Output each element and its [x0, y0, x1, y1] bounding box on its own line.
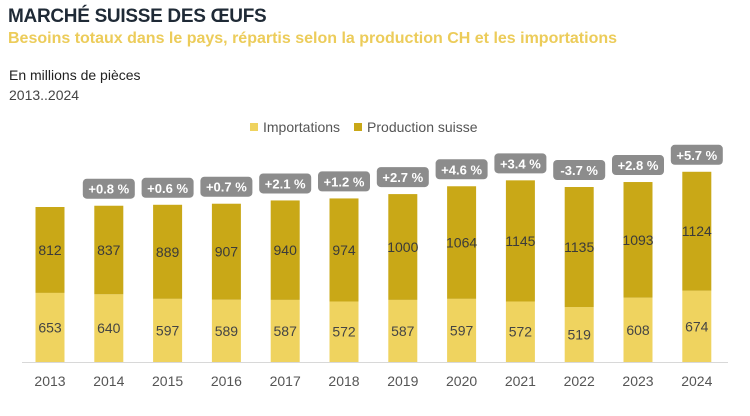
legend-label-imports: Importations	[263, 119, 341, 135]
bar-production	[94, 205, 124, 295]
change-badge	[494, 153, 547, 174]
change-badge	[141, 177, 194, 198]
change-label: +0.6 %	[147, 181, 188, 196]
bar-production	[682, 171, 712, 291]
data-label-imports: 640	[97, 320, 121, 336]
data-label-production: 907	[215, 244, 239, 260]
legend-swatch-imports	[250, 123, 258, 131]
data-label-imports: 589	[215, 323, 239, 339]
bar-imports	[211, 299, 241, 362]
change-badge	[200, 176, 253, 197]
x-tick-label: 2015	[152, 373, 183, 389]
data-label-imports: 587	[391, 323, 415, 339]
legend-swatch-production	[354, 123, 363, 131]
bar-imports	[623, 297, 653, 362]
x-tick-label: 2021	[505, 373, 536, 389]
data-label-production: 812	[38, 242, 62, 258]
data-label-production: 1124	[682, 223, 712, 239]
bar-production	[211, 203, 241, 300]
x-tick-label: 2023	[622, 373, 653, 389]
data-label-production: 1093	[622, 232, 653, 248]
data-label-production: 1000	[387, 239, 418, 255]
bar-production	[35, 207, 65, 293]
change-badge	[670, 144, 723, 165]
bar-production	[447, 186, 477, 299]
data-label-imports: 608	[626, 322, 650, 338]
bar-imports	[447, 298, 477, 362]
data-label-production: 940	[274, 242, 298, 258]
bar-production	[270, 200, 300, 300]
change-badge	[82, 178, 135, 199]
change-badge	[376, 167, 429, 188]
legend-item-imports: Importations	[250, 119, 340, 135]
data-label-production: 1064	[446, 235, 477, 251]
change-badge	[259, 173, 312, 194]
x-tick-label: 2022	[564, 373, 595, 389]
change-label: +0.7 %	[206, 180, 247, 195]
bar-imports	[94, 294, 124, 362]
bar-production	[623, 182, 653, 298]
data-label-production: 1145	[505, 233, 535, 249]
bar-imports	[35, 292, 65, 362]
x-tick-label: 2019	[387, 373, 418, 389]
change-label: +2.8 %	[618, 158, 659, 173]
change-label: +2.7 %	[382, 170, 423, 185]
data-label-production: 1135	[564, 239, 594, 255]
range-label: 2013..2024	[9, 87, 80, 103]
data-label-imports: 674	[685, 318, 709, 334]
change-label: -3.7 %	[560, 163, 598, 178]
bar-imports	[564, 307, 594, 362]
data-label-imports: 572	[509, 324, 533, 340]
change-label: +4.6 %	[441, 162, 482, 177]
data-label-production: 837	[97, 242, 121, 258]
change-badge	[612, 155, 664, 176]
change-label: +5.7 %	[676, 148, 717, 163]
data-label-imports: 587	[274, 323, 298, 339]
change-label: +3.4 %	[500, 156, 541, 171]
x-tick-label: 2024	[681, 373, 712, 389]
bar-production	[505, 180, 535, 302]
x-tick-label: 2018	[328, 373, 359, 389]
bar-production	[329, 198, 359, 302]
bar-production	[564, 187, 594, 308]
data-label-production: 974	[332, 242, 356, 258]
change-badge	[553, 160, 606, 181]
bar-production	[388, 194, 418, 300]
x-tick-label: 2013	[34, 373, 65, 389]
legend-label-production: Production suisse	[367, 119, 478, 135]
bar-imports	[329, 301, 359, 362]
bar-imports	[153, 298, 183, 362]
data-label-imports: 597	[156, 322, 180, 338]
x-tick-label: 2016	[211, 373, 242, 389]
legend: Importations Production suisse	[250, 119, 478, 135]
data-label-imports: 653	[38, 319, 62, 335]
x-tick-label: 2020	[446, 373, 477, 389]
chart-title: MARCHÉ SUISSE DES ŒUFS	[8, 6, 267, 27]
chart-subtitle: Besoins totaux dans le pays, répartis se…	[8, 30, 618, 47]
change-badge	[435, 159, 488, 180]
data-label-imports: 519	[568, 327, 592, 343]
data-label-production: 889	[156, 244, 180, 260]
change-badge	[318, 171, 370, 192]
unit-label: En millions de pièces	[9, 67, 141, 83]
data-label-imports: 597	[450, 322, 474, 338]
change-label: +2.1 %	[265, 176, 306, 191]
bar-imports	[388, 299, 418, 362]
bar-imports	[270, 299, 300, 362]
x-tick-label: 2014	[93, 373, 124, 389]
legend-item-production: Production suisse	[354, 119, 478, 135]
bar-imports	[505, 301, 535, 362]
data-label-imports: 572	[332, 324, 356, 340]
bar-imports	[682, 290, 712, 362]
bar-production	[153, 204, 183, 299]
x-tick-label: 2017	[270, 373, 301, 389]
change-label: +1.2 %	[324, 174, 365, 189]
change-label: +0.8 %	[88, 182, 129, 197]
